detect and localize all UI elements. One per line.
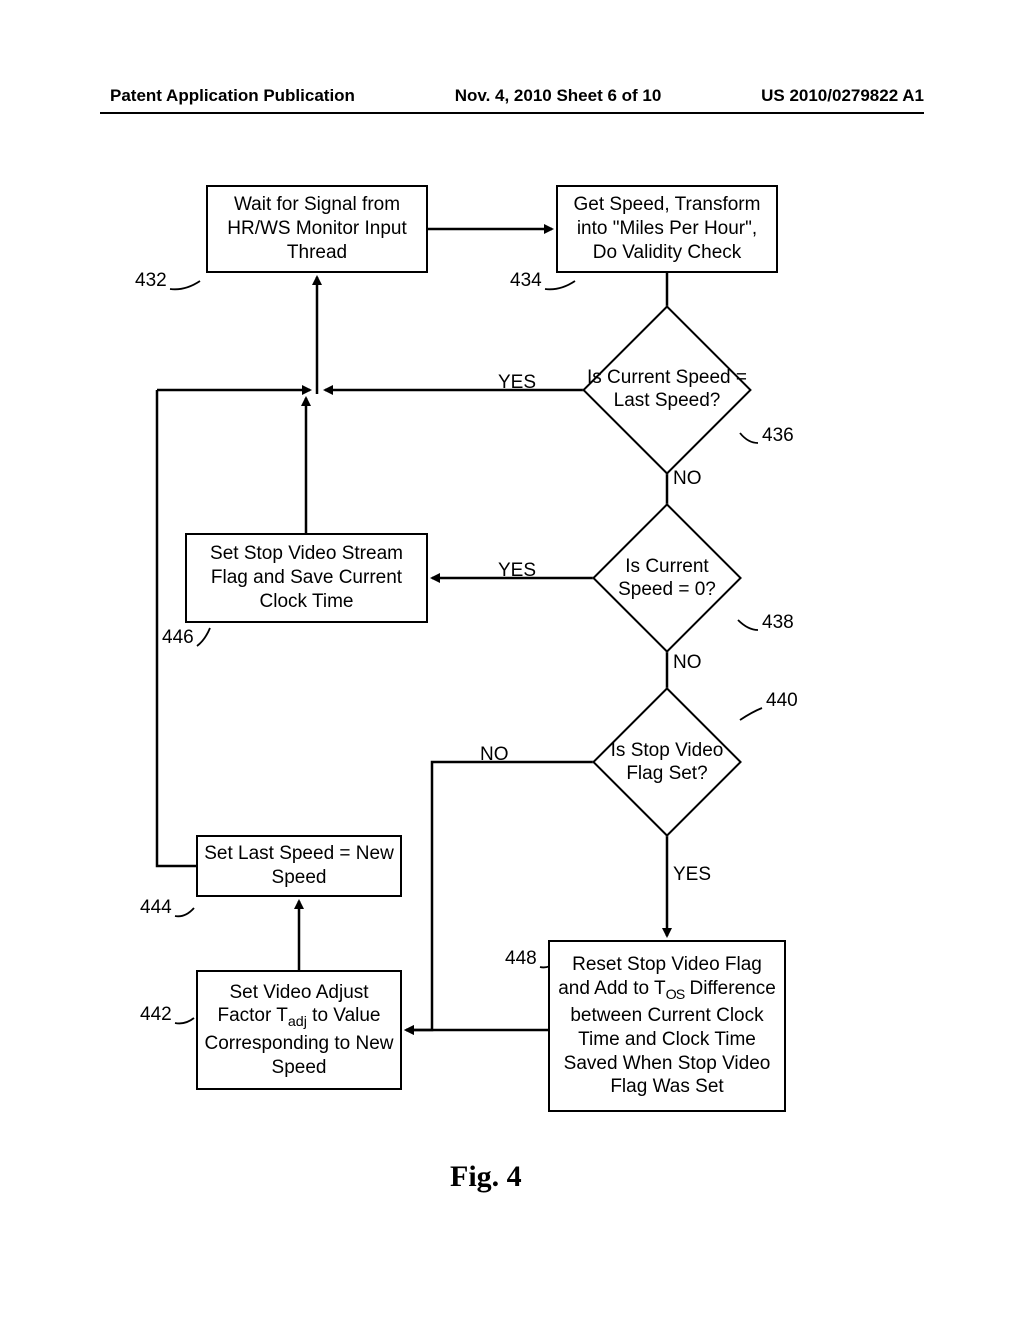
box-set-stop-flag: Set Stop Video Stream Flag and Save Curr…: [185, 533, 428, 623]
box-set-video-adjust: Set Video Adjust Factor Tadj to Value Co…: [196, 970, 402, 1090]
box-get-speed: Get Speed, Transform into "Miles Per Hou…: [556, 185, 778, 273]
edge-440-yes: YES: [673, 864, 711, 886]
page-header: Patent Application Publication Nov. 4, 2…: [0, 86, 1024, 106]
box-set-last-speed: Set Last Speed = New Speed: [196, 835, 402, 897]
flowchart-canvas: Wait for Signal from HR/WS Monitor Input…: [0, 150, 1024, 1250]
ref-448: 448: [505, 948, 537, 970]
header-right: US 2010/0279822 A1: [761, 86, 924, 106]
diamond-436-label: Is Current Speed = Last Speed?: [582, 350, 752, 430]
header-rule: [100, 112, 924, 114]
header-left: Patent Application Publication: [110, 86, 355, 106]
ref-446: 446: [162, 627, 194, 649]
edge-436-no: NO: [673, 468, 702, 490]
box-wait-signal: Wait for Signal from HR/WS Monitor Input…: [206, 185, 428, 273]
ref-436: 436: [762, 425, 794, 447]
ref-438: 438: [762, 612, 794, 634]
flowchart-edges: [0, 150, 1024, 1250]
ref-434: 434: [510, 270, 542, 292]
edge-436-yes: YES: [498, 372, 536, 394]
ref-442: 442: [140, 1004, 172, 1026]
edge-438-yes: YES: [498, 560, 536, 582]
edge-438-no: NO: [673, 652, 702, 674]
diamond-438-label: Is Current Speed = 0?: [592, 548, 742, 610]
diamond-440-label: Is Stop Video Flag Set?: [592, 732, 742, 794]
ref-444: 444: [140, 897, 172, 919]
ref-440: 440: [766, 690, 798, 712]
figure-label: Fig. 4: [450, 1160, 522, 1194]
header-center: Nov. 4, 2010 Sheet 6 of 10: [455, 86, 662, 106]
box-448-text: Reset Stop Video Flag and Add to TOS Dif…: [556, 953, 778, 1099]
edge-440-no: NO: [480, 744, 509, 766]
box-442-text: Set Video Adjust Factor Tadj to Value Co…: [204, 981, 394, 1080]
box-reset-stop-flag: Reset Stop Video Flag and Add to TOS Dif…: [548, 940, 786, 1112]
ref-432: 432: [135, 270, 167, 292]
